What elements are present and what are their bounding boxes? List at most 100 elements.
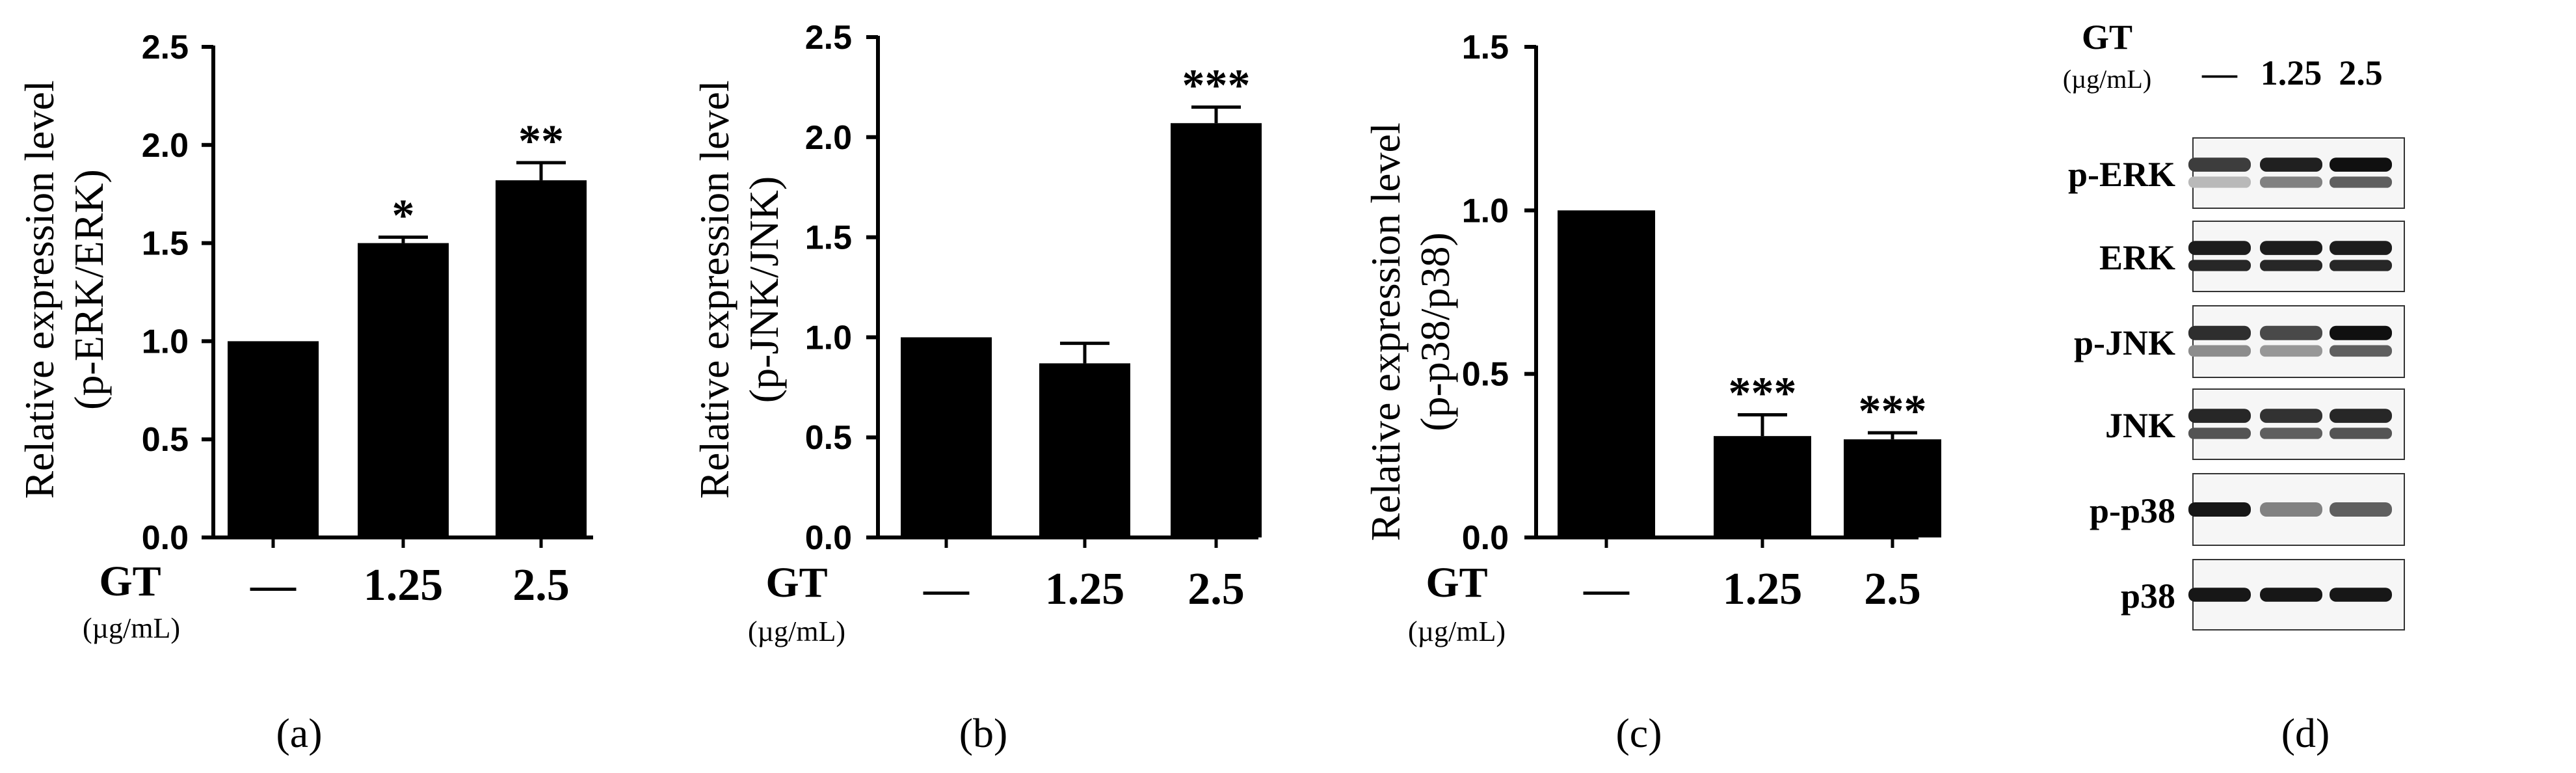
y-axis-label-line1: Relative expression level (16, 80, 62, 498)
chart-panel-c: Relative expression level (p-p38/p38) 0.… (1362, 29, 1941, 756)
blot-band (2330, 325, 2392, 340)
significance-marker: ** (518, 116, 564, 167)
bar (358, 243, 449, 537)
y-tick-label: 1.5 (805, 219, 852, 257)
blot-membrane (2192, 137, 2405, 209)
axes-a: 0.0 0.5 1.0 1.5 2.0 2.5 — 1.25 2.5 (142, 29, 593, 610)
blot-row: JNK (2105, 388, 2405, 460)
bars-a: *** (228, 116, 587, 537)
blot-band (2188, 502, 2251, 517)
blot-band (2330, 588, 2392, 602)
blot-lane-label: 2.5 (2339, 53, 2383, 92)
y-tick-label: 1.0 (805, 319, 852, 357)
blot-row: p-JNK (2074, 305, 2405, 378)
blot-band-lower (2188, 427, 2251, 439)
blot-band-lower (2260, 345, 2322, 357)
x-axis-unit: (µg/mL) (83, 612, 180, 644)
blot-band-lower (2330, 345, 2392, 357)
blot-band (2260, 502, 2322, 517)
blot-row-label: JNK (2105, 406, 2175, 445)
bar (1844, 439, 1941, 537)
x-tick-label: — (923, 564, 970, 614)
blot-row: ERK (2099, 221, 2405, 292)
y-tick-label: 0.0 (142, 519, 189, 557)
y-tick-label: 2.5 (805, 19, 852, 57)
bar (496, 180, 587, 537)
y-tick-label: 1.5 (1462, 29, 1509, 66)
blot-row-label: p-ERK (2068, 155, 2175, 194)
y-tick-label: 0.5 (1462, 356, 1509, 394)
y-tick-label: 2.0 (142, 127, 189, 165)
blot-band (2260, 241, 2322, 255)
x-tick-label: 1.25 (364, 560, 444, 610)
axes-b: 0.0 0.5 1.0 1.5 2.0 2.5 — 1.25 2.5 (805, 19, 1258, 614)
x-tick-label: 2.5 (512, 560, 570, 610)
x-axis-label: GT (765, 559, 827, 606)
blot-row-label: p-JNK (2074, 323, 2175, 362)
blot-band-lower (2330, 427, 2392, 439)
blot-band-lower (2188, 260, 2251, 271)
significance-marker: *** (1859, 386, 1927, 437)
bar (1558, 210, 1655, 537)
bars-b: *** (901, 61, 1262, 537)
bar (1039, 363, 1130, 537)
y-axis-label-line1: Relative expression level (691, 80, 737, 498)
significance-marker: *** (1182, 61, 1251, 111)
blot-band (2260, 325, 2322, 340)
blot-row: p-p38 (2090, 473, 2405, 546)
y-tick-label: 1.5 (142, 225, 189, 263)
blot-band-lower (2260, 176, 2322, 188)
blot-band (2330, 409, 2392, 423)
blot-band (2260, 157, 2322, 172)
bar (1171, 123, 1262, 537)
panel-label-c: (c) (1615, 710, 1662, 756)
panel-label-b: (b) (959, 710, 1008, 756)
y-tick-label: 1.0 (1462, 192, 1509, 230)
y-tick-label: 0.5 (805, 419, 852, 457)
blot-band (2330, 241, 2392, 255)
y-tick-label: 1.0 (142, 323, 189, 360)
panel-label-d: (d) (2281, 710, 2330, 756)
significance-marker: *** (1729, 369, 1797, 419)
x-tick-label: 2.5 (1188, 564, 1245, 614)
blot-band-lower (2330, 176, 2392, 188)
y-axis-label-line2: (p-JNK/JNK) (741, 176, 787, 403)
blot-band (2188, 325, 2251, 340)
x-tick-label: 1.25 (1723, 564, 1803, 614)
x-axis-label: GT (1426, 559, 1487, 606)
blot-header-label: GT (2082, 18, 2132, 57)
blot-row-label: p-p38 (2090, 491, 2175, 530)
blot-row-label: p38 (2121, 576, 2175, 616)
blot-rows: p-ERK ERK p-JNK JNK p-p38 p38 (2068, 137, 2405, 631)
y-axis-label-line2: (p-p38/p38) (1412, 232, 1458, 431)
blot-membrane (2192, 221, 2405, 292)
blot-band (2188, 409, 2251, 423)
blot-row: p38 (2121, 559, 2405, 631)
x-tick-label: — (250, 560, 297, 610)
bar (228, 341, 319, 537)
blot-row: p-ERK (2068, 137, 2405, 209)
blot-band-lower (2188, 345, 2251, 357)
y-tick-label: 0.0 (1462, 519, 1509, 557)
y-tick-label: 2.5 (142, 29, 189, 66)
blot-band-lower (2260, 260, 2322, 271)
blot-row-label: ERK (2099, 238, 2175, 277)
western-blot-panel: GT (µg/mL) — 1.25 2.5 p-ERK ERK p-JNK JNK p-p3… (2063, 18, 2405, 756)
blot-membrane (2192, 305, 2405, 378)
blot-band (2330, 157, 2392, 172)
blot-membrane (2192, 388, 2405, 460)
y-axis-label-line1: Relative expression level (1362, 122, 1409, 541)
y-axis-label-line2: (p-ERK/ERK) (66, 169, 112, 410)
bars-c: *** *** (1558, 210, 1941, 537)
bar (901, 337, 992, 537)
y-tick-label: 0.5 (142, 421, 189, 459)
bar (1714, 436, 1811, 537)
blot-band-lower (2260, 427, 2322, 439)
blot-band-lower (2330, 260, 2392, 271)
x-axis-unit: (µg/mL) (1408, 616, 1506, 647)
blot-band (2188, 157, 2251, 172)
significance-marker: * (392, 191, 415, 241)
x-tick-label: 2.5 (1864, 564, 1921, 614)
blot-band (2260, 588, 2322, 602)
axes-c: 0.0 0.5 1.0 1.5 — 1.25 2.5 (1462, 29, 1921, 614)
